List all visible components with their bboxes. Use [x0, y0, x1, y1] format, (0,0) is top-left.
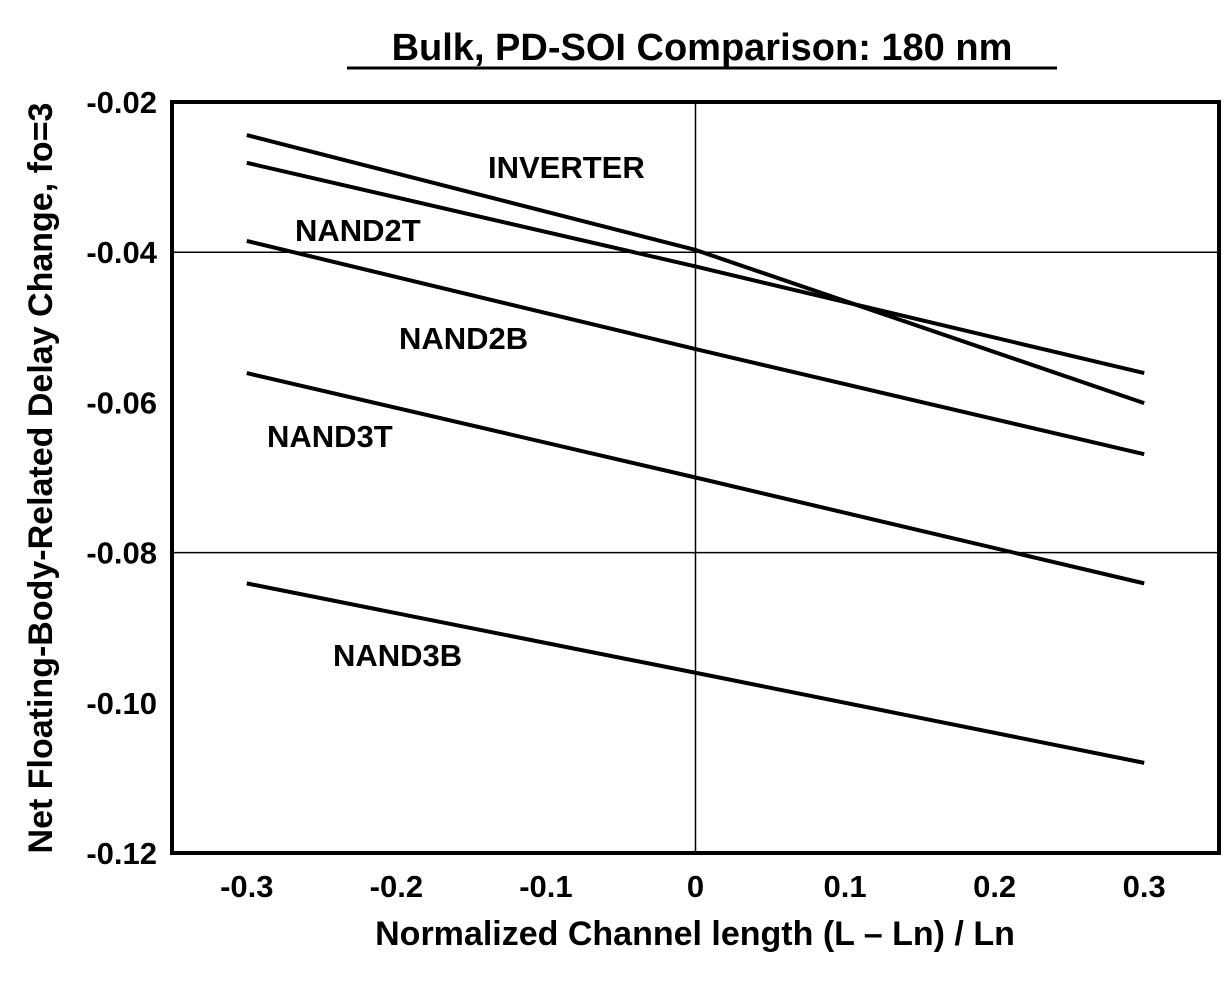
y-tick-label: -0.10: [86, 686, 157, 721]
chart-title: Bulk, PD-SOI Comparison: 180 nm: [392, 27, 1013, 69]
x-tick-label: 0.3: [1123, 869, 1166, 904]
y-axis-ticks: -0.02 -0.04 -0.06 -0.08 -0.10 -0.12: [86, 85, 157, 871]
plot-frame: [170, 100, 1221, 855]
y-tick-label: -0.08: [86, 536, 157, 571]
series-line-nand3t: [246, 371, 1145, 586]
series-labels: INVERTER NAND2T NAND2B NAND3T NAND3B: [267, 150, 645, 673]
x-axis-ticks: -0.3 -0.2 -0.1 0 0.1 0.2 0.3: [220, 869, 1166, 904]
x-tick-label: -0.2: [370, 869, 423, 904]
x-tick-label: 0: [687, 869, 704, 904]
y-tick-label: -0.04: [86, 235, 157, 270]
x-axis-label: Normalized Channel length (L – Ln) / Ln: [375, 915, 1015, 953]
series-label-nand2t: NAND2T: [295, 213, 421, 248]
series-label-inverter: INVERTER: [488, 150, 645, 185]
series-label-nand3b: NAND3B: [333, 638, 462, 673]
series-line-nand3b: [246, 581, 1145, 765]
x-tick-label: 0.2: [973, 869, 1016, 904]
y-axis-label: Net Floating-Body-Related Delay Change, …: [22, 103, 60, 854]
series-line-inverter: [246, 133, 1145, 406]
series-lines: [246, 133, 1145, 765]
series-line-nand2b: [246, 238, 1145, 457]
x-tick-label: 0.1: [824, 869, 867, 904]
x-tick-label: -0.1: [519, 869, 572, 904]
y-tick-label: -0.02: [86, 85, 157, 120]
series-line-nand2t: [246, 160, 1145, 376]
y-tick-label: -0.06: [86, 385, 157, 420]
series-label-nand3t: NAND3T: [267, 419, 393, 454]
y-tick-label: -0.12: [86, 836, 157, 871]
series-label-nand2b: NAND2B: [399, 321, 528, 356]
x-tick-label: -0.3: [220, 869, 273, 904]
